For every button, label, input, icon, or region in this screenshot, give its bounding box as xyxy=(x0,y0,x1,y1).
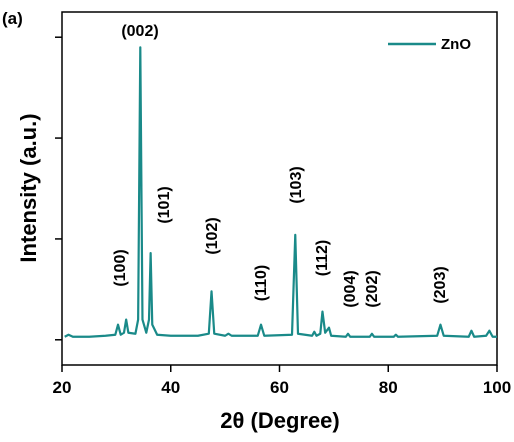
legend-label: ZnO xyxy=(441,36,471,53)
plot-frame xyxy=(61,11,498,366)
peak-label: (004) xyxy=(342,270,359,307)
peak-label: (202) xyxy=(364,270,381,307)
x-tick-label: 20 xyxy=(53,378,72,397)
y-axis-label: Intensity (a.u.) xyxy=(16,113,41,262)
peak-label: (203) xyxy=(432,266,449,303)
x-axis-label: 2θ (Degree) xyxy=(220,408,340,433)
data-line xyxy=(64,46,497,338)
x-tick-label: 40 xyxy=(161,378,180,397)
peak-label: (102) xyxy=(204,217,221,254)
peak-label: (101) xyxy=(156,186,173,223)
x-tick-label: 60 xyxy=(270,378,289,397)
panel-label: (a) xyxy=(2,9,23,28)
peak-label: (103) xyxy=(288,166,305,203)
x-tick-label: 80 xyxy=(379,378,398,397)
peak-label: (112) xyxy=(314,240,331,276)
peak-label: (100) xyxy=(112,249,129,286)
peak-label: (110) xyxy=(253,265,270,301)
peak-label: (002) xyxy=(121,23,158,40)
x-tick-label: 100 xyxy=(483,378,511,397)
